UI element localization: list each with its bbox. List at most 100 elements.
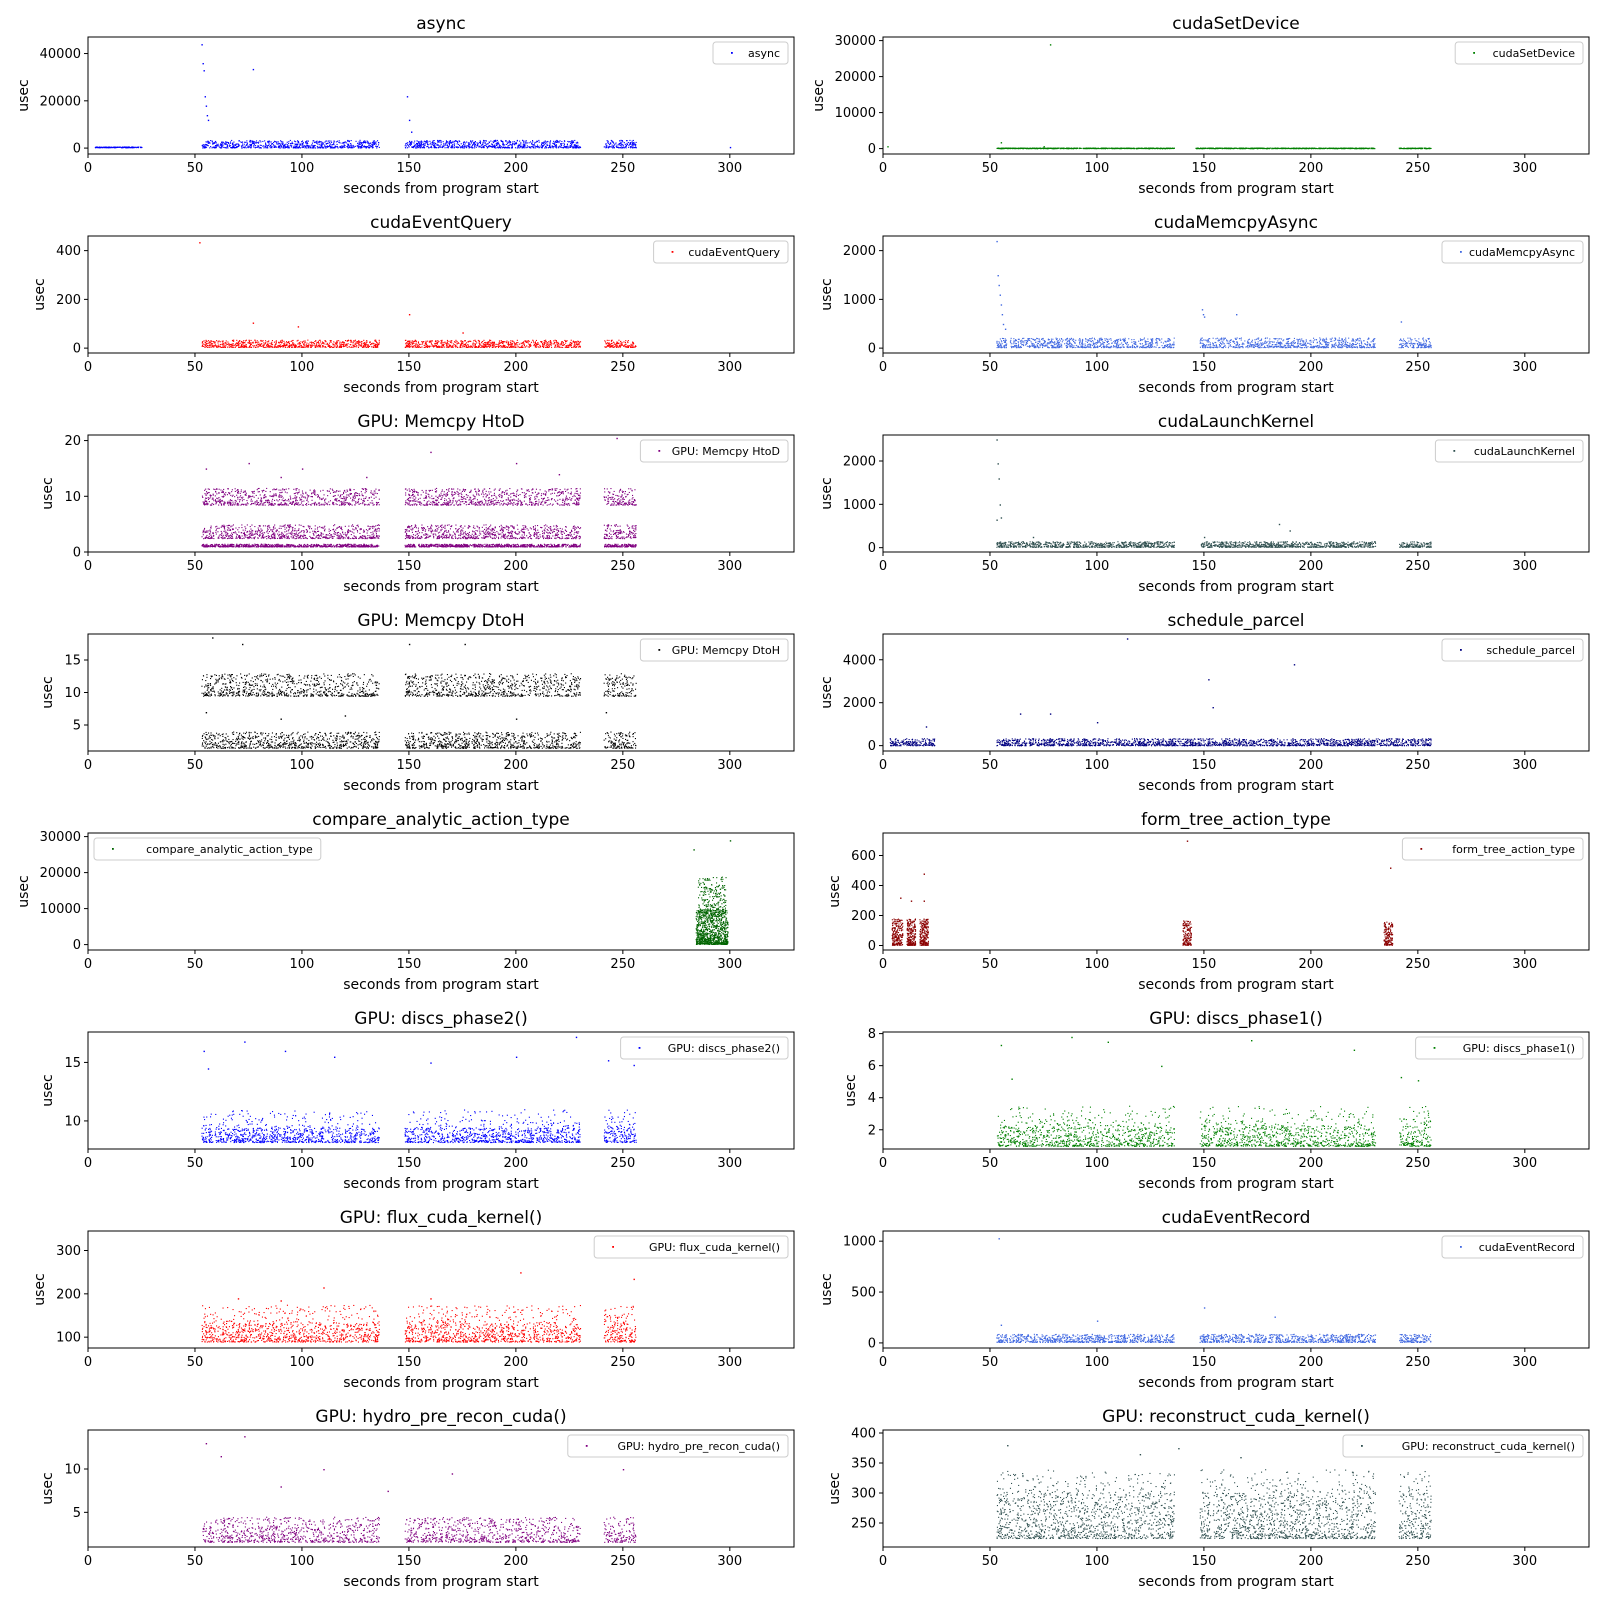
data-point: [219, 147, 221, 149]
data-point: [561, 341, 563, 343]
data-point: [241, 344, 243, 346]
data-point: [565, 146, 567, 148]
data-point: [374, 345, 376, 347]
data-point: [294, 144, 296, 146]
data-point: [322, 342, 324, 344]
data-point: [319, 141, 321, 143]
data-point: [427, 144, 429, 146]
data-point: [1064, 148, 1066, 150]
data-point: [471, 141, 473, 143]
data-point: [563, 146, 565, 148]
data-point: [508, 141, 510, 143]
data-point: [565, 340, 567, 342]
data-point: [1333, 148, 1335, 150]
data-point: [478, 341, 480, 343]
data-point: [335, 146, 337, 148]
x-tick-label: 200: [1298, 161, 1323, 176]
data-point: [529, 345, 531, 347]
data-point: [608, 145, 610, 147]
data-point: [533, 344, 535, 346]
data-point: [363, 344, 365, 346]
data-point: [436, 343, 438, 345]
data-point: [571, 144, 573, 146]
data-point: [259, 343, 261, 345]
data-point: [514, 141, 516, 143]
data-point: [1161, 148, 1163, 150]
data-point: [420, 143, 422, 145]
data-point: [419, 144, 421, 146]
data-point: [100, 147, 102, 149]
data-point: [1252, 148, 1254, 150]
data-point: [339, 341, 341, 343]
data-point: [234, 346, 236, 348]
data-point: [271, 342, 273, 344]
data-point: [357, 341, 359, 343]
data-point: [455, 341, 457, 343]
data-point: [208, 346, 210, 348]
data-point: [434, 142, 436, 144]
data-point: [341, 344, 343, 346]
data-point: [1004, 147, 1006, 149]
data-point: [360, 146, 362, 148]
data-point: [343, 143, 345, 145]
data-point: [537, 145, 539, 147]
data-point: [1242, 148, 1244, 150]
data-point: [325, 143, 327, 145]
data-point: [255, 142, 257, 144]
data-point: [221, 146, 223, 148]
data-point: [316, 342, 318, 344]
data-point: [467, 344, 469, 346]
scatter-points: [199, 242, 637, 348]
data-point: [626, 140, 628, 142]
data-point: [438, 145, 440, 147]
data-point: [1355, 147, 1357, 149]
data-point: [608, 144, 610, 146]
data-point: [560, 147, 562, 149]
data-point: [325, 147, 327, 149]
data-point: [290, 146, 292, 148]
data-point: [480, 346, 482, 348]
data-point: [612, 147, 614, 149]
data-point: [494, 146, 496, 148]
data-point: [539, 346, 541, 348]
data-point: [364, 142, 366, 144]
data-point: [281, 142, 283, 144]
data-point: [313, 147, 315, 149]
data-point: [289, 139, 291, 141]
data-point: [364, 346, 366, 348]
data-point: [277, 146, 279, 148]
data-point: [449, 341, 451, 343]
data-point: [308, 145, 310, 147]
data-point: [284, 342, 286, 344]
data-point: [466, 346, 468, 348]
data-point: [419, 141, 421, 143]
data-point: [431, 142, 433, 144]
data-point: [426, 343, 428, 345]
data-point: [525, 140, 527, 142]
data-point: [408, 346, 410, 348]
data-point: [484, 342, 486, 344]
data-point: [213, 142, 215, 144]
data-point: [304, 341, 306, 343]
data-point: [228, 144, 230, 146]
data-point: [458, 146, 460, 148]
data-point: [297, 346, 299, 348]
data-point: [360, 341, 362, 343]
data-point: [415, 340, 417, 342]
data-point: [559, 346, 561, 348]
data-point: [243, 146, 245, 148]
data-point: [291, 346, 293, 348]
data-point: [311, 145, 313, 147]
data-point: [528, 340, 530, 342]
data-point: [218, 146, 220, 148]
data-point: [427, 346, 429, 348]
data-point: [550, 344, 552, 346]
data-point: [455, 146, 457, 148]
data-point: [569, 141, 571, 143]
x-tick-label: 100: [290, 161, 315, 176]
data-point: [1115, 147, 1117, 149]
data-point: [348, 346, 350, 348]
data-point: [282, 142, 284, 144]
data-point: [534, 142, 536, 144]
data-point: [317, 340, 319, 342]
